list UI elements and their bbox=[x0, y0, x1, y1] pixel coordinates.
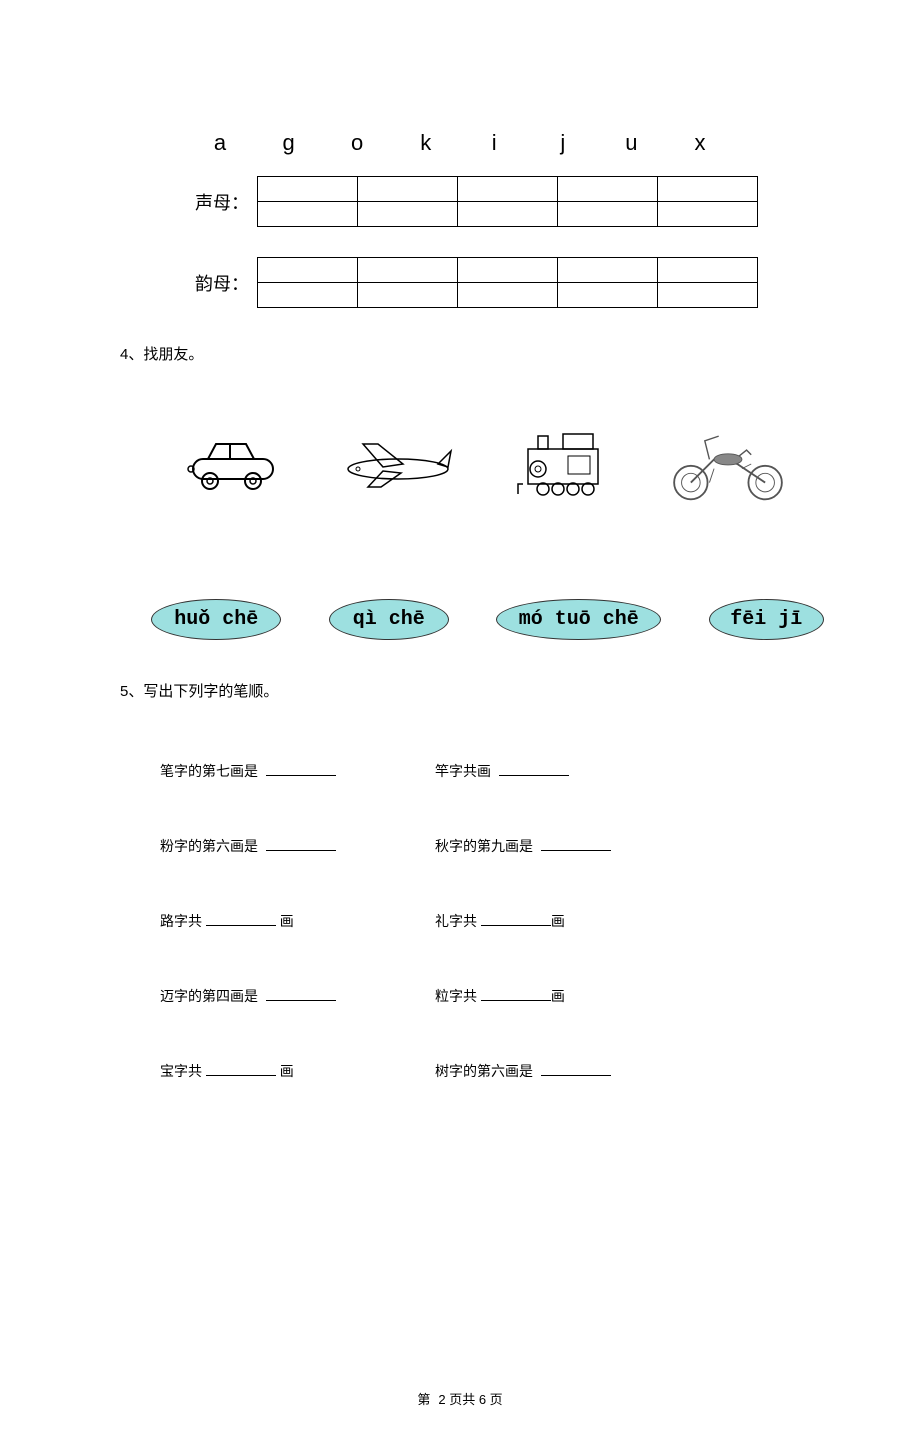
pinyin-bubble: huǒ chē bbox=[151, 599, 281, 640]
pinyin-bubble: mó tuō chē bbox=[496, 599, 661, 640]
stroke-section: 笔字的第七画是 竿字共画 粉字的第六画是 秋字的第九画是 路字共 画 礼字共 画… bbox=[0, 761, 920, 1081]
blank-line[interactable] bbox=[266, 837, 336, 851]
footer-page: 2 页共 6 页 bbox=[438, 1392, 502, 1407]
stroke-text: 路字共 bbox=[160, 911, 202, 931]
pinyin-bubble: qì chē bbox=[329, 599, 449, 640]
letter: x bbox=[680, 130, 720, 156]
blank-line[interactable] bbox=[206, 1062, 276, 1076]
yunmu-section: 韵母： bbox=[195, 257, 920, 308]
letter: i bbox=[474, 130, 514, 156]
letter: j bbox=[543, 130, 583, 156]
stroke-item: 粒字共 画 bbox=[435, 986, 565, 1006]
stroke-text: 树字的第六画是 bbox=[435, 1061, 533, 1081]
motorcycle-icon bbox=[663, 424, 793, 504]
letter: a bbox=[200, 130, 240, 156]
blank-line[interactable] bbox=[541, 837, 611, 851]
stroke-text: 画 bbox=[280, 911, 294, 931]
stroke-item: 路字共 画 bbox=[160, 911, 435, 931]
stroke-text: 画 bbox=[551, 911, 565, 931]
shengmu-label: 声母： bbox=[195, 189, 249, 215]
stroke-item: 竿字共画 bbox=[435, 761, 569, 781]
stroke-text: 竿字共画 bbox=[435, 761, 491, 781]
pinyin-row: huǒ chē qì chē mó tuō chē fēi jī bbox=[0, 599, 920, 640]
pinyin-bubble: fēi jī bbox=[709, 599, 824, 640]
blank-line[interactable] bbox=[481, 987, 551, 1001]
stroke-text: 迈字的第四画是 bbox=[160, 986, 258, 1006]
car-icon bbox=[168, 424, 298, 504]
stroke-text: 礼字共 bbox=[435, 911, 477, 931]
yunmu-label: 韵母： bbox=[195, 270, 249, 296]
train-icon bbox=[498, 424, 628, 504]
stroke-item: 秋字的第九画是 bbox=[435, 836, 611, 856]
letter: o bbox=[337, 130, 377, 156]
blank-line[interactable] bbox=[499, 762, 569, 776]
stroke-text: 宝字共 bbox=[160, 1061, 202, 1081]
stroke-item: 迈字的第四画是 bbox=[160, 986, 435, 1006]
stroke-text: 秋字的第九画是 bbox=[435, 836, 533, 856]
blank-line[interactable] bbox=[266, 987, 336, 1001]
shengmu-section: 声母： bbox=[195, 176, 920, 227]
stroke-item: 树字的第六画是 bbox=[435, 1061, 611, 1081]
stroke-item: 礼字共 画 bbox=[435, 911, 565, 931]
letter: k bbox=[406, 130, 446, 156]
stroke-item: 笔字的第七画是 bbox=[160, 761, 435, 781]
page-footer: 第2 页共 6 页 bbox=[0, 1389, 920, 1408]
pinyin-letters-row: a g o k i j u x bbox=[0, 130, 920, 156]
stroke-text: 粉字的第六画是 bbox=[160, 836, 258, 856]
blank-line[interactable] bbox=[481, 912, 551, 926]
question-4: 4、找朋友。 bbox=[120, 343, 920, 364]
blank-line[interactable] bbox=[541, 1062, 611, 1076]
stroke-item: 宝字共 画 bbox=[160, 1061, 435, 1081]
letter: u bbox=[611, 130, 651, 156]
airplane-icon bbox=[333, 424, 463, 504]
yunmu-table bbox=[257, 257, 758, 308]
pictures-row bbox=[0, 424, 920, 504]
footer-pre: 第 bbox=[417, 1392, 438, 1407]
letter: g bbox=[269, 130, 309, 156]
stroke-text: 画 bbox=[280, 1061, 294, 1081]
blank-line[interactable] bbox=[206, 912, 276, 926]
stroke-item: 粉字的第六画是 bbox=[160, 836, 435, 856]
stroke-text: 粒字共 bbox=[435, 986, 477, 1006]
shengmu-table bbox=[257, 176, 758, 227]
blank-line[interactable] bbox=[266, 762, 336, 776]
stroke-text: 笔字的第七画是 bbox=[160, 761, 258, 781]
question-5: 5、写出下列字的笔顺。 bbox=[120, 680, 920, 701]
stroke-text: 画 bbox=[551, 986, 565, 1006]
